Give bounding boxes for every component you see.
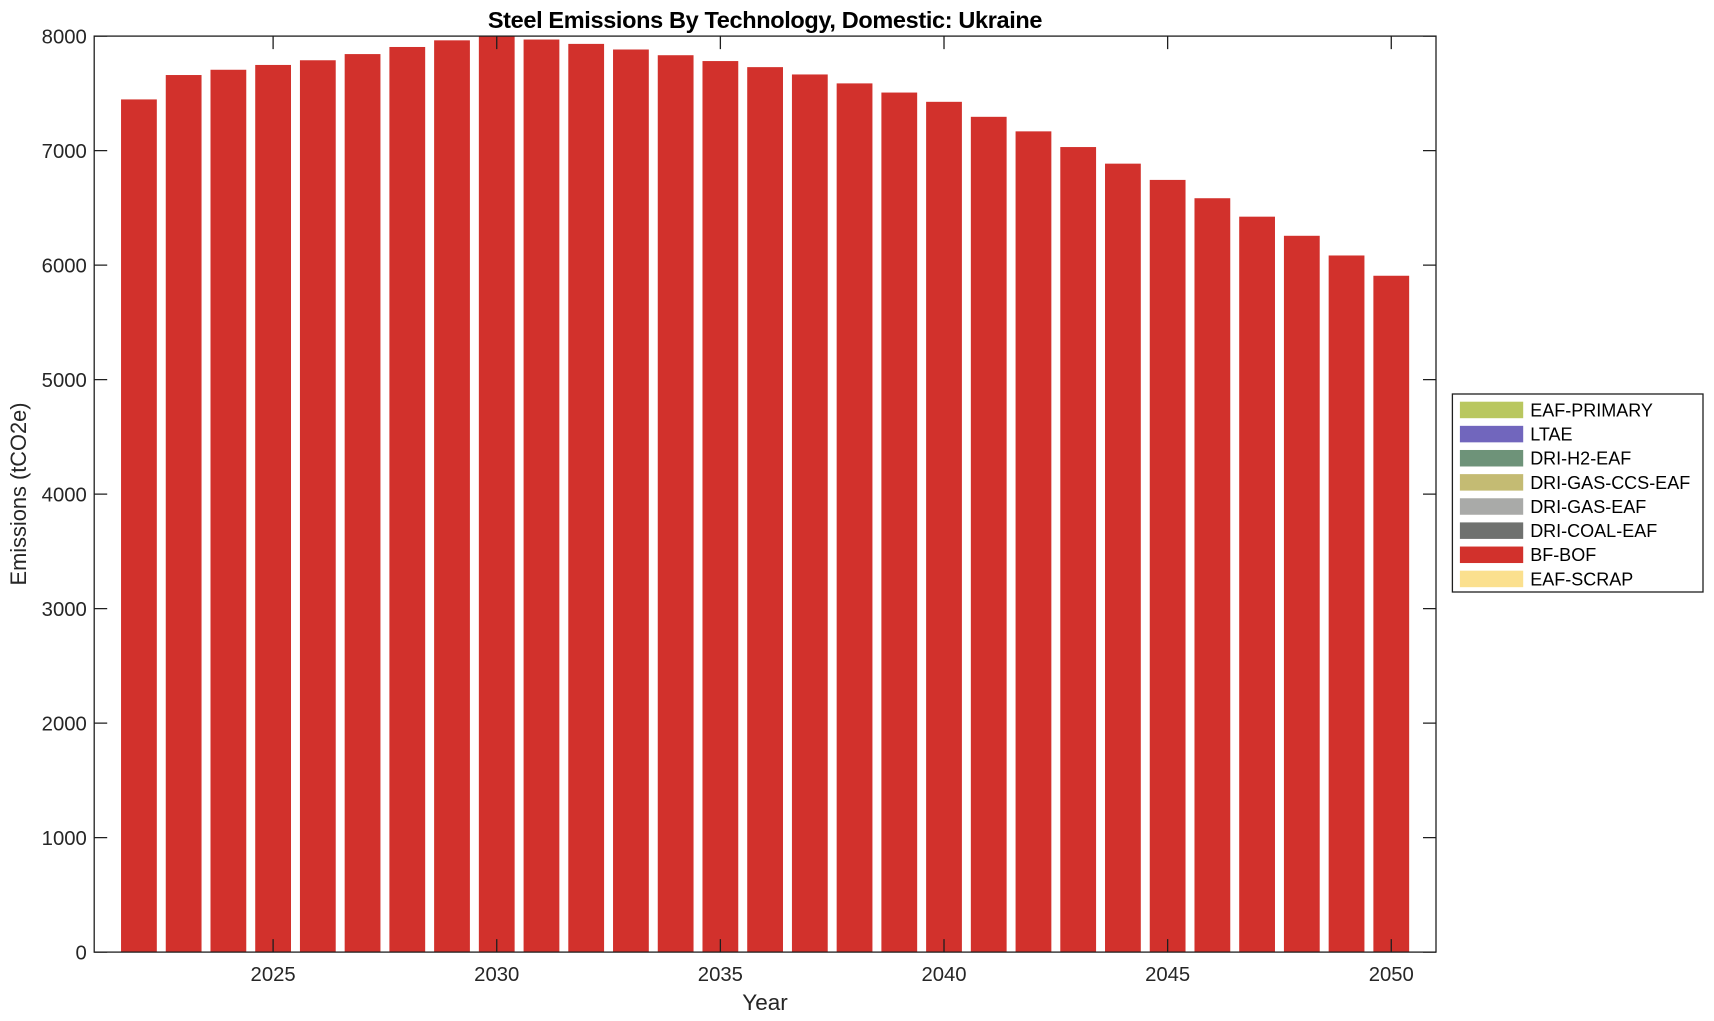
svg-text:Emissions (tCO2e): Emissions (tCO2e): [6, 403, 31, 586]
svg-text:6000: 6000: [42, 255, 87, 277]
svg-text:LTAE: LTAE: [1530, 424, 1572, 444]
svg-text:Year: Year: [742, 990, 788, 1015]
svg-text:2050: 2050: [1369, 964, 1414, 986]
svg-text:2035: 2035: [698, 964, 743, 986]
svg-text:2045: 2045: [1145, 964, 1190, 986]
svg-text:2040: 2040: [921, 964, 966, 986]
svg-text:DRI-GAS-CCS-EAF: DRI-GAS-CCS-EAF: [1530, 473, 1690, 493]
svg-text:7000: 7000: [42, 141, 87, 163]
svg-text:DRI-GAS-EAF: DRI-GAS-EAF: [1530, 497, 1646, 517]
svg-text:8000: 8000: [42, 26, 87, 48]
svg-text:DRI-COAL-EAF: DRI-COAL-EAF: [1530, 521, 1657, 541]
svg-text:2025: 2025: [251, 964, 296, 986]
svg-text:1000: 1000: [42, 828, 87, 850]
svg-text:5000: 5000: [42, 370, 87, 392]
svg-text:4000: 4000: [42, 484, 87, 506]
svg-text:3000: 3000: [42, 599, 87, 621]
svg-text:DRI-H2-EAF: DRI-H2-EAF: [1530, 449, 1631, 469]
svg-text:BF-BOF: BF-BOF: [1530, 545, 1596, 565]
svg-text:2000: 2000: [42, 713, 87, 735]
svg-text:EAF-PRIMARY: EAF-PRIMARY: [1530, 400, 1653, 420]
svg-text:0: 0: [76, 942, 87, 964]
svg-text:Steel Emissions By Technology,: Steel Emissions By Technology, Domestic:…: [488, 7, 1043, 33]
svg-text:2030: 2030: [474, 964, 519, 986]
svg-text:EAF-SCRAP: EAF-SCRAP: [1530, 569, 1633, 589]
